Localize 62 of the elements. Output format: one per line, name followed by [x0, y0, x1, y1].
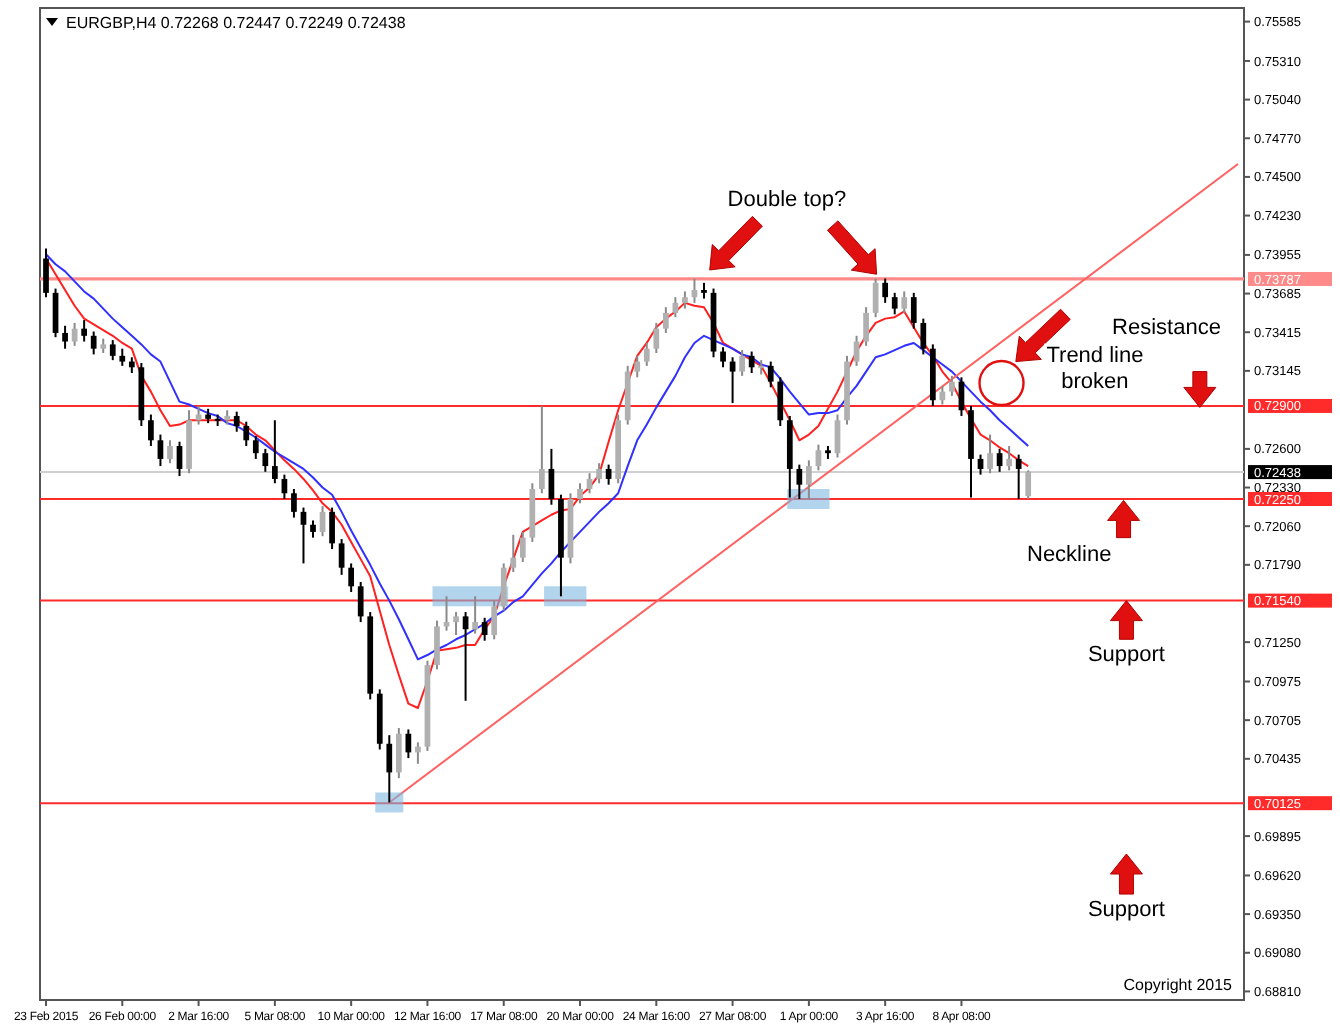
candlestick — [453, 611, 459, 636]
candlestick — [329, 506, 335, 551]
annotation: Resistance — [1112, 316, 1221, 341]
candlestick — [472, 595, 478, 635]
candlestick — [262, 447, 269, 473]
candlestick — [662, 306, 669, 334]
candlestick — [167, 439, 173, 465]
candlestick — [386, 734, 393, 804]
candlestick — [415, 741, 421, 765]
candlestick — [653, 321, 660, 354]
candlestick — [949, 374, 955, 397]
candlestick — [81, 319, 87, 343]
candlestick — [395, 727, 402, 780]
annotation: Support — [1087, 642, 1165, 667]
candlestick — [291, 487, 297, 519]
candlestick — [348, 562, 355, 594]
candlestick — [891, 291, 898, 316]
candlestick — [863, 306, 869, 347]
candlestick — [510, 533, 517, 573]
annotation: Copyright 2015 — [1123, 976, 1234, 994]
candlestick — [796, 463, 803, 500]
candlestick — [920, 317, 927, 356]
candlestick — [62, 324, 68, 350]
candlestick — [272, 419, 278, 485]
candlestick — [720, 346, 726, 369]
candlestick — [910, 291, 917, 330]
chart-title: EURGBP,H4 0.72268 0.72447 0.72249 0.72438 — [66, 14, 407, 32]
candlestick — [1025, 469, 1032, 500]
candlestick — [634, 354, 641, 379]
candlestick — [491, 599, 498, 641]
candlestick — [1015, 453, 1022, 500]
candlestick — [90, 330, 97, 356]
candlestick — [901, 290, 908, 314]
candlestick — [987, 433, 993, 475]
candlestick — [643, 341, 650, 367]
candlestick — [777, 376, 784, 427]
annotation: Double top? — [727, 187, 847, 212]
candlestick — [243, 420, 250, 448]
candlestick — [1006, 445, 1012, 472]
candlestick — [767, 360, 774, 389]
annotation: Support — [1087, 897, 1165, 922]
candlestick — [500, 562, 507, 612]
candlestick — [519, 530, 526, 563]
candlestick — [357, 581, 364, 624]
candlestick — [233, 410, 240, 433]
candlestick — [481, 616, 488, 642]
candlestick — [434, 619, 440, 671]
candlestick — [882, 277, 889, 304]
candlestick — [157, 433, 164, 468]
candlestick — [338, 538, 345, 576]
candlestick — [748, 350, 755, 375]
annotation: Trend line broken — [1046, 343, 1144, 394]
candlestick — [806, 459, 812, 500]
candlestick — [577, 482, 583, 505]
candlestick — [148, 413, 154, 448]
candlestick — [43, 247, 49, 299]
candlestick — [109, 339, 116, 362]
candlestick — [539, 404, 545, 495]
candlestick — [739, 349, 745, 377]
candlestick — [252, 435, 259, 460]
annotation: Neckline — [1027, 542, 1112, 567]
candlestick — [596, 462, 602, 485]
